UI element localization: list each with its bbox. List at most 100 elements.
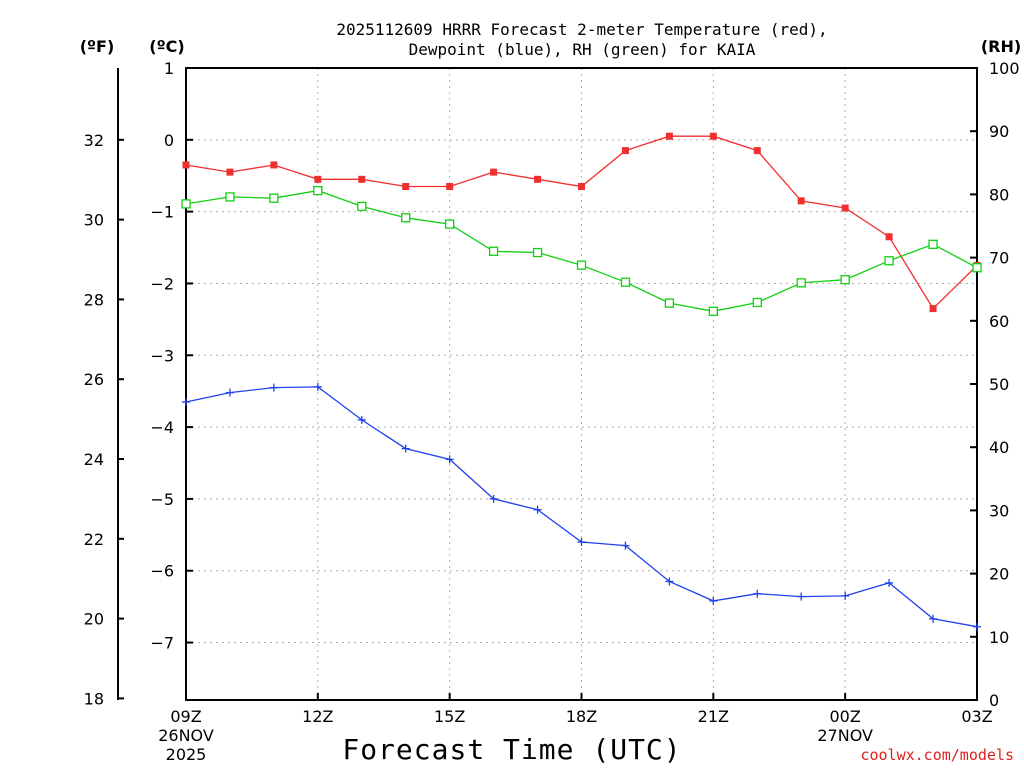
rh-point xyxy=(445,219,455,229)
fahrenheit-unit-label: (ºF) xyxy=(80,37,115,56)
fahrenheit-tick-label: 20 xyxy=(84,610,104,629)
rh-point xyxy=(181,199,191,209)
dewpoint-point xyxy=(929,614,938,623)
credit-link[interactable]: coolwx.com/models xyxy=(860,746,1014,764)
rh-tick-label: 40 xyxy=(989,438,1009,457)
temperature-point xyxy=(226,168,234,176)
dewpoint-point xyxy=(357,415,366,424)
dewpoint-point xyxy=(885,578,894,587)
temperature-point xyxy=(534,175,542,183)
celsius-tick-label: −2 xyxy=(150,274,174,293)
rh-tick-label: 60 xyxy=(989,312,1009,331)
fahrenheit-tick-label: 32 xyxy=(84,131,104,150)
temperature-point xyxy=(490,168,498,176)
dewpoint-point xyxy=(621,541,630,550)
temperature-point xyxy=(929,305,937,313)
rh-tick-label: 0 xyxy=(989,691,999,710)
temperature-point xyxy=(665,132,673,140)
fahrenheit-tick-label: 22 xyxy=(84,530,104,549)
rh-unit-label: (RH) xyxy=(981,37,1021,56)
temperature-point xyxy=(621,147,629,155)
x-tick-label: 09Z xyxy=(170,707,201,726)
temperature-point xyxy=(402,183,410,190)
celsius-unit-label: (ºC) xyxy=(149,37,184,56)
celsius-tick-label: 1 xyxy=(164,59,174,78)
dewpoint-point xyxy=(665,577,674,586)
rh-point xyxy=(313,185,323,196)
temperature-point xyxy=(314,175,322,183)
x-tick-label: 21Z xyxy=(698,707,729,726)
x-tick-label: 15Z xyxy=(434,707,465,726)
rh-point xyxy=(752,297,762,308)
chart-title-line1: 2025112609 HRRR Forecast 2-meter Tempera… xyxy=(336,20,827,39)
rh-line xyxy=(185,189,978,312)
rh-tick-label: 90 xyxy=(989,122,1009,141)
dewpoint-point xyxy=(182,397,190,406)
axes: 323028262422201810−1−2−3−4−5−6−701020304… xyxy=(84,59,1020,764)
rh-tick-label: 10 xyxy=(989,628,1009,647)
rh-tick-label: 100 xyxy=(989,59,1020,78)
x-tick-label: 12Z xyxy=(302,707,333,726)
rh-point xyxy=(401,213,411,223)
rh-point xyxy=(532,247,543,258)
rh-tick-label: 20 xyxy=(989,565,1009,584)
fahrenheit-tick-label: 18 xyxy=(84,689,104,708)
celsius-tick-label: −5 xyxy=(150,490,174,509)
chart-title-line2: Dewpoint (blue), RH (green) for KAIA xyxy=(409,40,756,59)
temperature-point xyxy=(885,233,893,241)
temperature-line xyxy=(185,135,978,310)
plot-frame xyxy=(185,67,978,701)
fahrenheit-tick-label: 30 xyxy=(84,211,104,230)
x-tick-label: 03Z xyxy=(961,707,992,726)
gridlines xyxy=(186,68,977,700)
dewpoint-point xyxy=(313,382,322,391)
temperature-point xyxy=(182,161,190,169)
x-tick-date-label: 27NOV xyxy=(817,726,873,745)
dewpoint-point xyxy=(841,591,850,600)
rh-tick-label: 50 xyxy=(989,375,1009,394)
temperature-point xyxy=(358,175,366,183)
rh-point xyxy=(884,256,894,266)
rh-point xyxy=(708,306,718,316)
rh-point xyxy=(269,193,279,203)
celsius-tick-label: −6 xyxy=(150,562,174,581)
dewpoint-point xyxy=(797,592,806,601)
x-tick-year-label: 2025 xyxy=(166,745,207,764)
temperature-point xyxy=(709,132,717,140)
temperature-point xyxy=(578,183,585,190)
x-tick-label: 18Z xyxy=(566,707,597,726)
dewpoint-point xyxy=(269,383,278,392)
dewpoint-point xyxy=(753,589,762,598)
rh-point xyxy=(620,277,631,287)
celsius-tick-label: −3 xyxy=(150,346,174,365)
celsius-tick-label: −7 xyxy=(150,634,174,653)
dewpoint-point xyxy=(973,622,981,631)
temperature-point xyxy=(753,147,761,155)
rh-tick-label: 30 xyxy=(989,501,1009,520)
rh-point xyxy=(840,275,850,285)
dewpoint-point xyxy=(489,494,498,503)
rh-tick-label: 70 xyxy=(989,249,1009,268)
rh-tick-label: 80 xyxy=(989,185,1009,204)
series-layer xyxy=(181,132,982,631)
celsius-tick-label: −1 xyxy=(150,203,174,222)
rh-point xyxy=(796,278,806,288)
temperature-point xyxy=(841,204,849,212)
celsius-tick-label: −4 xyxy=(150,418,174,437)
fahrenheit-tick-label: 28 xyxy=(84,290,104,309)
rh-point xyxy=(225,192,235,202)
rh-point xyxy=(664,298,675,308)
temperature-point xyxy=(797,197,805,205)
dewpoint-point xyxy=(445,455,454,464)
fahrenheit-tick-label: 24 xyxy=(84,450,104,469)
rh-point xyxy=(576,260,587,270)
rh-point xyxy=(928,239,938,249)
x-tick-date-label: 26NOV xyxy=(158,726,214,745)
rh-point xyxy=(972,263,982,273)
rh-point xyxy=(488,246,499,256)
rh-point xyxy=(357,201,367,212)
fahrenheit-tick-label: 26 xyxy=(84,370,104,389)
dewpoint-point xyxy=(709,596,718,605)
temperature-point xyxy=(446,183,454,190)
